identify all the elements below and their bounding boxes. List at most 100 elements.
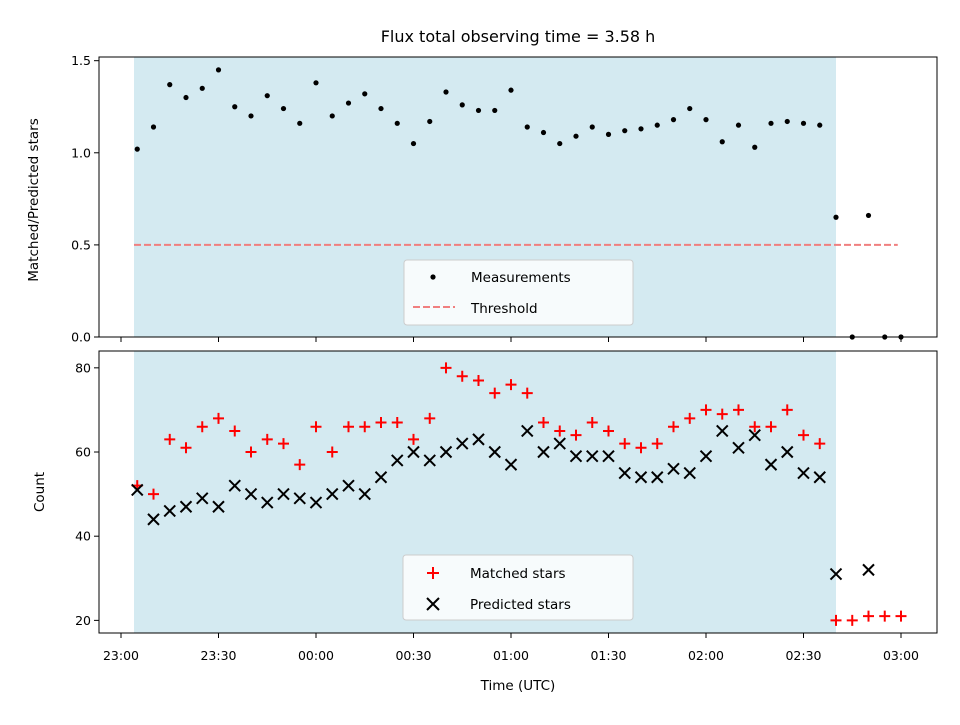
measurement-point <box>183 94 189 101</box>
predicted-star-point <box>667 462 680 476</box>
matched-star-point <box>619 438 631 450</box>
predicted-star-point <box>862 563 875 577</box>
measurement-point <box>589 124 595 130</box>
matched-star-point <box>408 433 419 445</box>
predicted-star-point <box>781 445 794 459</box>
matched-star-point <box>326 446 338 458</box>
matched-star-point <box>651 438 663 450</box>
matched-star-point <box>164 433 176 445</box>
predicted-star-point <box>261 496 274 509</box>
matched-star-point <box>359 421 371 433</box>
matched-star-point <box>473 374 484 386</box>
matched-star-point <box>440 362 452 374</box>
x-axis-label: Time (UTC) <box>480 678 556 694</box>
matched-star-point <box>261 433 273 445</box>
predicted-star-point <box>504 458 518 471</box>
measurement-point <box>378 105 384 112</box>
matched-star-point <box>505 379 517 391</box>
measurement-point <box>654 122 660 128</box>
predicted-star-point <box>829 567 843 581</box>
matched-star-point <box>278 438 289 450</box>
predicted-star-point <box>228 479 241 492</box>
measurement-point <box>622 128 628 134</box>
predicted-star-point <box>797 466 810 480</box>
matched-star-point <box>538 417 549 429</box>
matched-star-point <box>391 417 403 429</box>
predicted-star-point <box>423 454 436 467</box>
matched-star-point <box>343 421 354 433</box>
x-tick-label: 01:00 <box>493 648 529 663</box>
x-tick-label: 02:00 <box>688 648 724 663</box>
legend-matched-marker <box>427 567 439 579</box>
predicted-star-point <box>407 445 420 459</box>
measurement-point <box>719 139 725 145</box>
top-y-tick-label: 0.5 <box>71 237 91 252</box>
top-y-tick-label: 1.0 <box>71 145 91 160</box>
legend-measurements-marker <box>430 274 436 280</box>
predicted-star-point <box>391 454 404 467</box>
matched-star-point <box>863 610 874 622</box>
measurement-point <box>752 144 758 150</box>
predicted-star-point <box>553 437 566 450</box>
x-tick-label: 23:00 <box>103 648 139 663</box>
matched-star-point <box>798 429 809 441</box>
x-tick-label: 02:30 <box>785 648 821 663</box>
predicted-star-point <box>537 445 550 459</box>
predicted-star-point <box>521 424 534 438</box>
measurement-point <box>362 91 368 97</box>
predicted-star-point <box>569 450 583 463</box>
predicted-star-point <box>618 466 631 480</box>
measurement-point <box>443 89 449 95</box>
predicted-star-point <box>439 445 453 459</box>
matched-star-point <box>814 438 826 450</box>
measurement-point <box>280 105 287 112</box>
measurement-point <box>475 107 482 114</box>
predicted-star-point <box>163 504 176 518</box>
predicted-star-point <box>651 471 664 484</box>
predicted-star-point <box>732 441 745 455</box>
measurement-point <box>540 129 547 136</box>
predicted-star-point <box>374 471 388 484</box>
predicted-star-point <box>277 487 290 501</box>
measurement-point <box>410 140 417 147</box>
x-tick-label: 01:30 <box>590 648 626 663</box>
measurement-point <box>687 105 693 112</box>
matched-star-point <box>895 610 907 622</box>
top-legend: Measurements Threshold <box>403 259 634 326</box>
bottom-panel: 20 40 60 80 23:00 23:30 00:00 00:30 01:00 01:30 02… <box>32 350 938 694</box>
matched-star-point <box>213 412 224 424</box>
matched-star-point <box>196 421 208 433</box>
bottom-panel-frame <box>98 350 938 634</box>
matched-star-point <box>781 404 793 416</box>
matched-star-point <box>294 459 306 471</box>
measurement-point <box>670 117 677 123</box>
predicted-star-point <box>244 487 258 501</box>
predicted-star-point <box>147 513 160 526</box>
measurement-point <box>297 120 303 126</box>
matched-star-point <box>456 370 468 382</box>
predicted-star-point <box>342 479 355 492</box>
measurement-point <box>329 113 335 119</box>
bottom-legend: Matched stars Predicted stars <box>402 554 634 621</box>
matched-star-point <box>245 446 257 458</box>
matched-star-point <box>424 412 436 424</box>
predicted-star-point <box>748 428 761 442</box>
matched-star-point <box>521 387 533 399</box>
predicted-star-point <box>764 458 778 471</box>
predicted-star-point <box>586 450 599 463</box>
legend-predicted-label: Predicted stars <box>470 597 571 613</box>
bottom-y-tick-label: 20 <box>75 613 91 628</box>
matched-star-point <box>733 404 744 416</box>
matched-star-point <box>830 614 842 626</box>
measurement-point <box>703 117 709 123</box>
matched-star-point <box>879 610 891 622</box>
measurement-point <box>800 120 807 126</box>
predicted-star-point <box>293 492 306 505</box>
x-tick-label: 00:00 <box>298 648 334 663</box>
matched-star-point <box>229 425 241 437</box>
top-legend-box <box>403 259 634 326</box>
legend-predicted-marker <box>426 597 440 611</box>
matched-star-point <box>716 408 728 420</box>
bottom-y-tick-label: 80 <box>75 360 91 375</box>
